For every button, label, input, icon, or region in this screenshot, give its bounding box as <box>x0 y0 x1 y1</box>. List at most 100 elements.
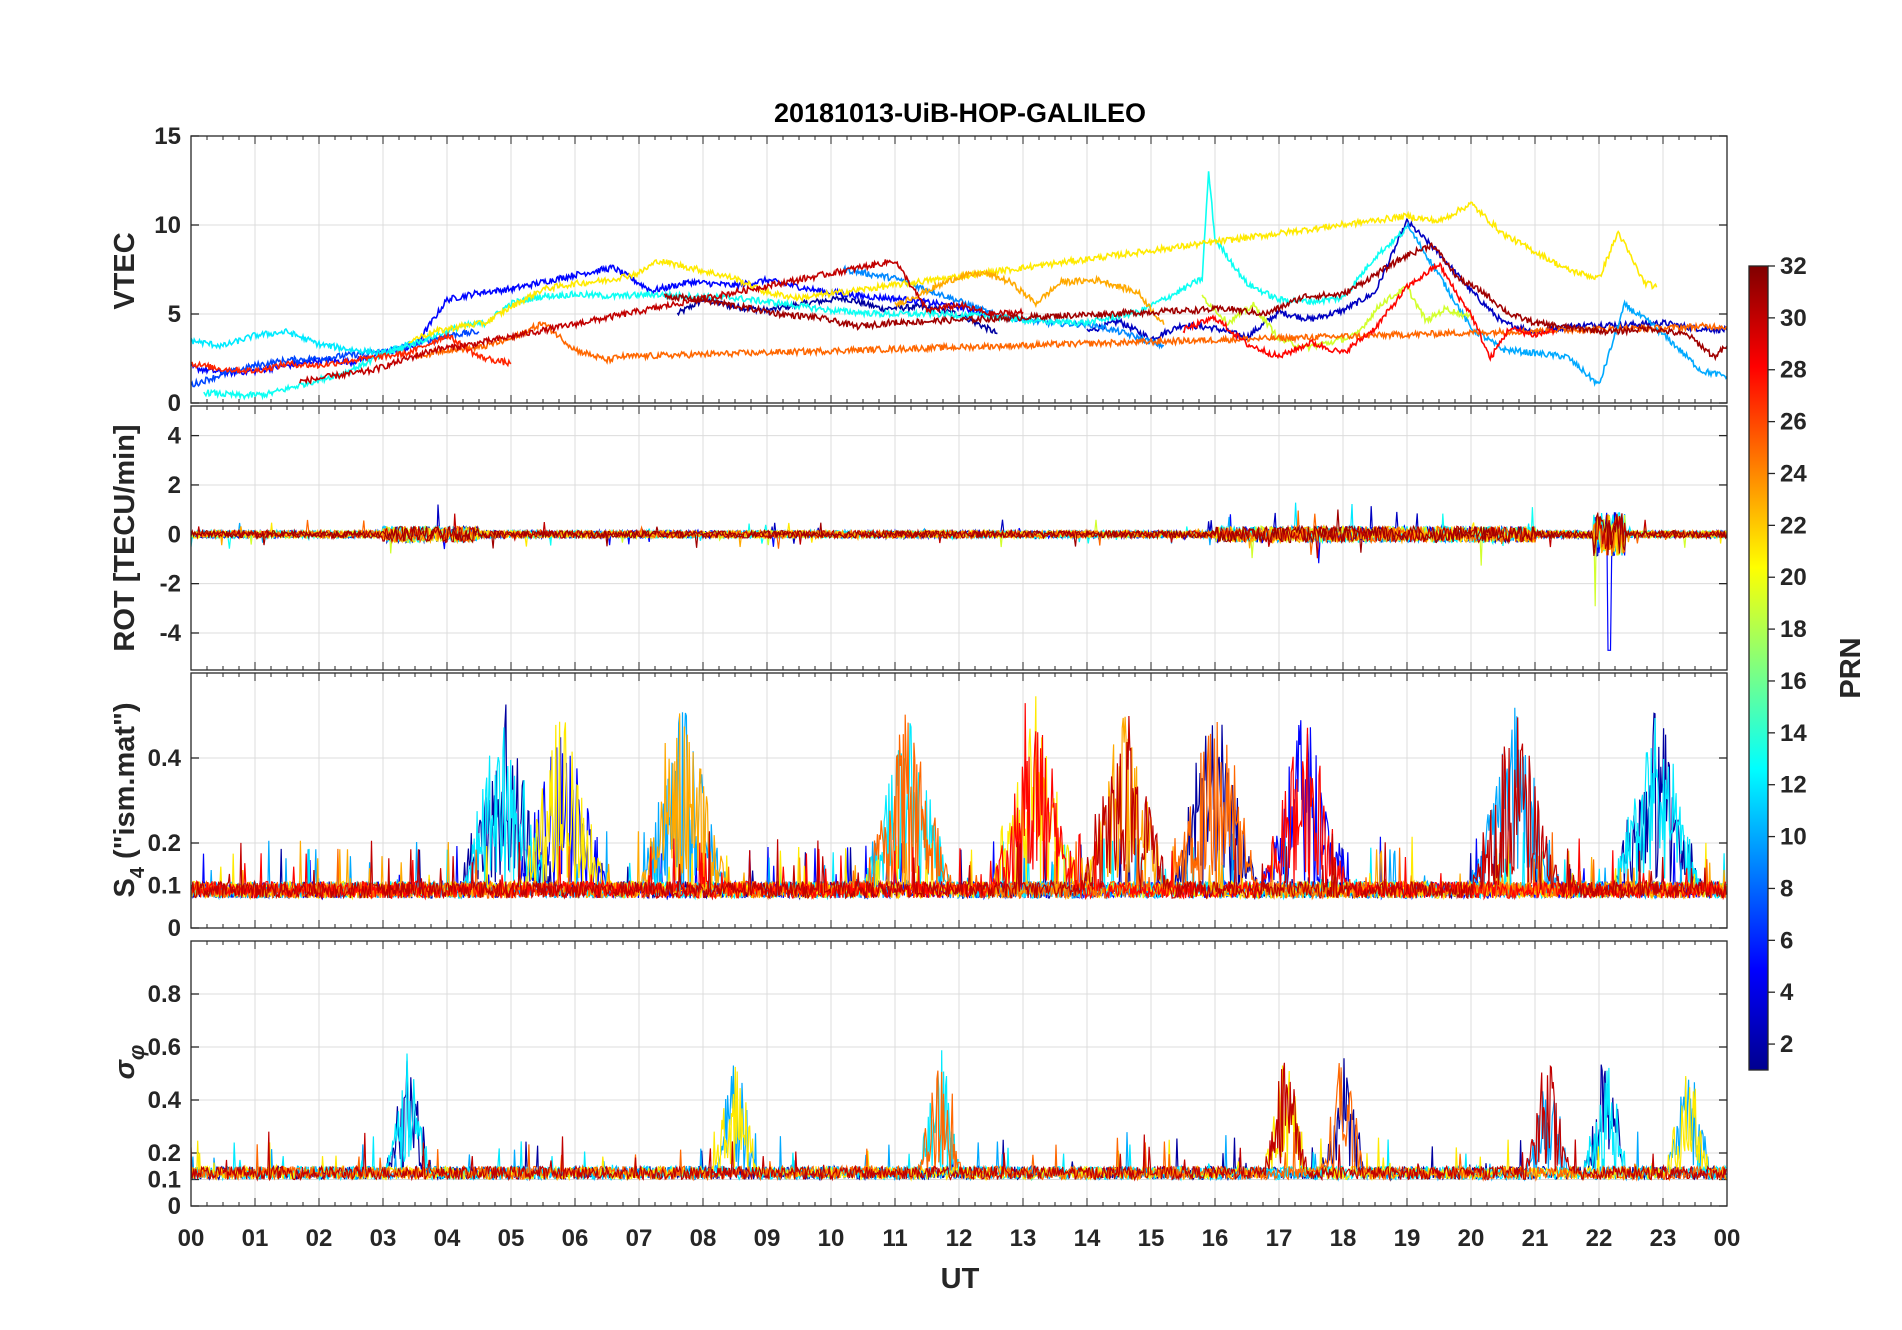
ytick-label: -2 <box>160 571 181 598</box>
ytick-label: 10 <box>154 212 181 239</box>
ytick-label: 0.2 <box>148 830 181 857</box>
ytick-label: 0.4 <box>148 745 182 772</box>
colorbar-tick-label: 18 <box>1780 616 1807 643</box>
xtick-label: 14 <box>1074 1225 1101 1252</box>
colorbar-label: PRN <box>1835 637 1867 698</box>
x-axis: 00 01 02 03 04 05 06 07 08 09 10 11 12 13 14 15 16 17 18 19… <box>178 1225 1741 1252</box>
vtec-line-prn-12 <box>191 327 416 358</box>
colorbar-tick-label: 10 <box>1780 824 1807 851</box>
xtick-label: 20 <box>1458 1225 1485 1252</box>
vtec-line-prn-31 <box>663 242 1727 362</box>
ytick-label: 0 <box>168 1193 181 1220</box>
sigma-line-prn-30 <box>191 1062 1727 1182</box>
xtick-label: 17 <box>1266 1225 1293 1252</box>
colorbar-tick-label: 8 <box>1780 875 1793 902</box>
ytick-label: 15 <box>154 123 181 150</box>
s4-panel: 0 0.1 0.2 0.4 <box>148 672 1728 942</box>
colorbar-tick-label: 14 <box>1780 720 1807 747</box>
xtick-label: 08 <box>690 1225 717 1252</box>
rot-panel: -4 -2 0 2 4 <box>160 405 1728 671</box>
sigma-ylabel-main: σ <box>109 1058 141 1079</box>
vtec-line-prn-13 <box>203 171 1408 401</box>
ytick-label: 5 <box>168 301 181 328</box>
xtick-label: 19 <box>1394 1225 1421 1252</box>
s4-series <box>191 696 1727 901</box>
xtick-label: 05 <box>498 1225 525 1252</box>
sigma-series <box>191 1050 1727 1182</box>
colorbar-tick-label: 22 <box>1780 512 1807 539</box>
rot-axes-box <box>190 405 1728 671</box>
xtick-label: 16 <box>1202 1225 1229 1252</box>
xtick-label: 12 <box>946 1225 973 1252</box>
colorbar-tick-label: 2 <box>1780 1031 1793 1058</box>
ytick-label: 0.8 <box>148 981 181 1008</box>
sigma-ylabel: σφ <box>109 1045 149 1080</box>
colorbar-tick-label: 4 <box>1780 979 1794 1006</box>
s4-ylabel-sub: 4 <box>127 866 149 878</box>
xtick-label: 10 <box>818 1225 845 1252</box>
vtec-line-prn-30 <box>299 259 1024 385</box>
sigma-panel: 00.10.2 0.4 0.6 0.8 <box>148 940 1728 1220</box>
s4-ylabel-rest: ("ism.mat") <box>109 703 141 867</box>
vtec-panel: 0 5 10 15 <box>154 123 1728 417</box>
ytick-label: 4 <box>168 423 182 450</box>
s4-line-prn-30 <box>191 715 1727 901</box>
colorbar-gradient <box>1748 265 1769 1071</box>
xtick-label: 02 <box>306 1225 333 1252</box>
chart-title: 20181013-UiB-HOP-GALILEO <box>774 98 1146 128</box>
colorbar-tick-label: 24 <box>1780 460 1807 487</box>
xtick-label: 06 <box>562 1225 589 1252</box>
xtick-label: 11 <box>882 1225 907 1252</box>
vtec-line-prn-28 <box>1182 261 1555 363</box>
vtec-line-prn-21 <box>407 201 1658 344</box>
xtick-label: 00 <box>1714 1225 1741 1252</box>
ytick-label: -4 <box>160 620 182 647</box>
xtick-label: 01 <box>242 1225 269 1252</box>
ytick-label: 0 <box>168 390 181 417</box>
xtick-label: 04 <box>434 1225 461 1252</box>
sigma-ylabel-sub: φ <box>124 1045 149 1060</box>
ytick-label: 0.1 <box>148 1167 181 1194</box>
ytick-label: 0 <box>168 915 181 942</box>
colorbar-tick-label: 6 <box>1780 927 1793 954</box>
colorbar-tick-label: 28 <box>1780 357 1807 384</box>
xtick-label: 15 <box>1138 1225 1165 1252</box>
vtec-series <box>191 171 1727 401</box>
ytick-label: 0.2 <box>148 1140 181 1167</box>
vtec-line-prn-27 <box>191 331 512 375</box>
xtick-label: 03 <box>370 1225 397 1252</box>
colorbar-tick-label: 32 <box>1780 253 1807 280</box>
xtick-label: 18 <box>1330 1225 1357 1252</box>
ytick-label: 0.4 <box>148 1087 182 1114</box>
vtec-line-prn-25 <box>414 321 1727 365</box>
vtec-line-prn-7 <box>191 328 480 388</box>
ytick-label: 0 <box>168 521 181 548</box>
sigma-axes-box <box>190 940 1728 1207</box>
x-axis-label: UT <box>941 1263 980 1295</box>
ytick-label: 0.6 <box>148 1034 181 1061</box>
rot-ylabel: ROT [TECU/min] <box>109 424 141 651</box>
s4-ylabel: S4 ("ism.mat") <box>109 703 149 898</box>
xtick-label: 21 <box>1522 1225 1549 1252</box>
xtick-label: 07 <box>626 1225 653 1252</box>
colorbar-tick-label: 12 <box>1780 772 1807 799</box>
s4-axes-box <box>190 672 1728 929</box>
colorbar-tick-label: 26 <box>1780 409 1807 436</box>
xtick-label: 00 <box>178 1225 205 1252</box>
rot-series <box>191 502 1727 651</box>
s4-ylabel-main: S <box>109 878 141 897</box>
rot-line-prn-31 <box>191 509 1727 556</box>
xtick-label: 13 <box>1010 1225 1037 1252</box>
vtec-axes-box <box>190 135 1728 404</box>
vtec-line-prn-10 <box>1406 221 1727 388</box>
ytick-label: 2 <box>168 472 181 499</box>
xtick-label: 23 <box>1650 1225 1677 1252</box>
colorbar-tick-label: 20 <box>1780 564 1807 591</box>
colorbar-tick-label: 16 <box>1780 668 1807 695</box>
vtec-line-prn-23 <box>894 268 1165 325</box>
ytick-label: 0.1 <box>148 873 181 900</box>
xtick-label: 22 <box>1586 1225 1613 1252</box>
